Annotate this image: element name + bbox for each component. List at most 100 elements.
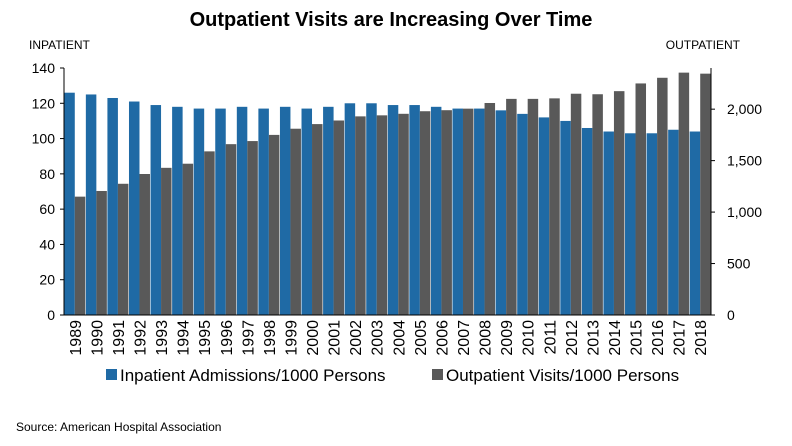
bar-outpatient-2001 [333, 120, 345, 315]
left-tick-label: 100 [32, 131, 56, 147]
bar-inpatient-2011 [538, 117, 550, 316]
bar-outpatient-1999 [290, 128, 301, 315]
bar-inpatient-2009 [495, 110, 507, 315]
bar-inpatient-2008 [474, 108, 485, 315]
bar-inpatient-1990 [85, 94, 97, 315]
bar-inpatient-2002 [344, 103, 356, 316]
bar-outpatient-1994 [182, 163, 194, 315]
bar-inpatient-1992 [128, 101, 140, 316]
bar-inpatient-2010 [517, 113, 528, 315]
bar-inpatient-1993 [150, 105, 162, 315]
bar-outpatient-2010 [527, 98, 539, 315]
bar-inpatient-2000 [301, 108, 313, 315]
bar-inpatient-1999 [279, 106, 291, 315]
right-tick-label: 2,000 [727, 101, 762, 117]
bar-inpatient-1998 [258, 108, 269, 315]
x-tick-label: 1995 [197, 320, 214, 356]
bar-inpatient-2014 [603, 131, 614, 315]
x-tick-label: 2016 [650, 320, 667, 356]
legend-swatch-inpatient [106, 369, 117, 380]
right-tick-label: 1,000 [727, 204, 762, 220]
chart-title: Outpatient Visits are Increasing Over Ti… [190, 9, 593, 31]
bar-inpatient-2017 [668, 129, 679, 315]
x-tick-label: 1999 [283, 320, 300, 356]
bar-inpatient-2003 [366, 103, 377, 316]
x-tick-label: 2018 [693, 320, 710, 356]
axes [63, 68, 712, 316]
bar-outpatient-2013 [592, 94, 603, 316]
x-tick-label: 1991 [111, 320, 128, 356]
bar-outpatient-2007 [462, 108, 474, 315]
x-tick-label: 1998 [262, 320, 279, 356]
bar-inpatient-2001 [323, 106, 334, 315]
bar-inpatient-1996 [215, 108, 226, 315]
bar-inpatient-2018 [689, 131, 701, 315]
x-tick-label: 1997 [240, 320, 257, 356]
bar-outpatient-2018 [700, 73, 711, 315]
x-tick-label: 2002 [348, 320, 365, 356]
bar-outpatient-2004 [398, 113, 409, 316]
bars [64, 72, 711, 316]
bar-outpatient-2012 [570, 93, 582, 316]
legend-label-inpatient: Inpatient Admissions/1000 Persons [120, 366, 386, 385]
bar-outpatient-2011 [549, 98, 560, 316]
x-tick-label: 2000 [305, 320, 322, 356]
x-tick-label: 1996 [219, 320, 236, 356]
bar-inpatient-2005 [409, 105, 420, 315]
bar-outpatient-1998 [268, 134, 280, 315]
x-tick-label: 2007 [456, 320, 473, 356]
left-tick-label: 40 [39, 236, 55, 252]
x-tick-label: 1994 [176, 320, 193, 356]
bar-inpatient-1994 [172, 106, 183, 315]
x-tick-label: 2010 [521, 320, 538, 356]
x-tick-label: 2004 [391, 320, 408, 356]
x-tick-label: 2001 [327, 320, 344, 356]
bar-inpatient-1997 [236, 106, 248, 315]
source-note: Source: American Hospital Association [16, 420, 221, 434]
x-tick-label: 1990 [89, 320, 106, 356]
bar-outpatient-2003 [376, 115, 388, 315]
legend-label-outpatient: Outpatient Visits/1000 Persons [446, 366, 679, 385]
bar-outpatient-1990 [96, 190, 107, 315]
right-axis-ticks: 0 500 1,000 1,500 2,000 [711, 101, 762, 323]
left-tick-label: 0 [47, 307, 55, 323]
bar-outpatient-2000 [312, 124, 323, 315]
bar-outpatient-2015 [635, 83, 647, 315]
x-tick-label: 2005 [413, 320, 430, 356]
right-tick-label: 500 [727, 256, 751, 272]
bar-outpatient-1995 [204, 151, 215, 315]
bar-outpatient-2016 [657, 77, 668, 315]
bar-outpatient-1996 [225, 144, 237, 315]
right-axis-caption: OUTPATIENT [666, 38, 741, 52]
bar-inpatient-2004 [387, 105, 399, 315]
bar-outpatient-2008 [484, 102, 496, 315]
bar-inpatient-2006 [430, 106, 442, 315]
left-tick-label: 120 [32, 95, 56, 111]
bar-inpatient-1991 [107, 97, 118, 315]
x-tick-label: 2008 [478, 320, 495, 356]
x-tick-label: 2013 [585, 320, 602, 356]
bar-outpatient-2005 [419, 111, 431, 315]
x-tick-label: 2015 [629, 320, 646, 356]
left-axis-ticks: 0 20 40 60 80 100 120 140 [32, 60, 64, 323]
bar-inpatient-1995 [193, 108, 205, 315]
bar-outpatient-1992 [139, 174, 150, 315]
x-tick-label: 2017 [672, 320, 689, 356]
bar-outpatient-1989 [74, 196, 86, 315]
x-tick-label: 2012 [564, 320, 581, 356]
left-tick-label: 20 [39, 272, 55, 288]
x-tick-label: 1993 [154, 320, 171, 356]
bar-outpatient-2002 [355, 116, 366, 315]
x-tick-label: 2014 [607, 320, 624, 356]
bar-outpatient-1997 [247, 141, 258, 315]
right-tick-label: 1,500 [727, 153, 762, 169]
left-tick-label: 80 [39, 166, 55, 182]
right-tick-label: 0 [727, 307, 735, 323]
left-tick-label: 60 [39, 201, 55, 217]
left-axis-caption: INPATIENT [29, 38, 91, 52]
x-tick-label: 2009 [499, 320, 516, 356]
bar-outpatient-2017 [678, 72, 690, 315]
legend: Inpatient Admissions/1000 Persons Outpat… [106, 366, 679, 385]
x-axis-ticks: 1989 1990 1991 1992 1993 1994 1995 1996 1997 1998… [68, 320, 710, 356]
bar-outpatient-1993 [161, 167, 172, 315]
